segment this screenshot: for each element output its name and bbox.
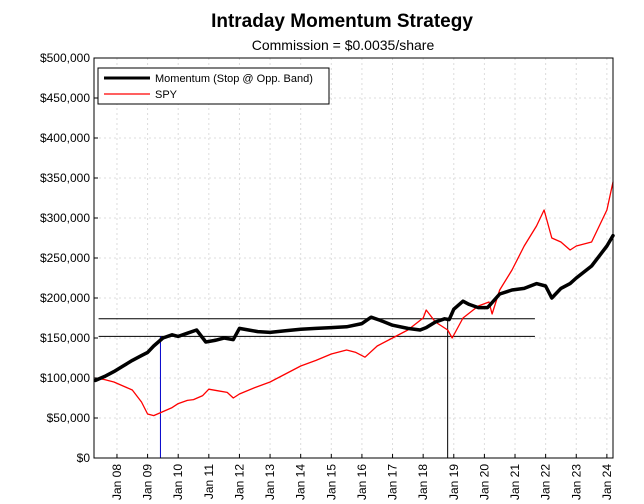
x-tick-label: Jan 22: [539, 464, 553, 500]
legend-label-momentum: Momentum (Stop @ Opp. Band): [155, 73, 313, 85]
legend-box: [97, 67, 330, 105]
x-tick-label: Jan 18: [416, 464, 430, 500]
x-tick-label: Jan 10: [171, 464, 185, 500]
y-tick-label: $250,000: [40, 251, 90, 265]
y-axis-ticks: $0 $50,000 $100,000 $150,000 $200,000 $250,00…: [40, 51, 98, 465]
series-line-spy: [94, 181, 614, 417]
x-tick-label: Jan 09: [141, 464, 155, 500]
y-tick-label: $150,000: [40, 331, 90, 345]
y-tick-label: $0: [77, 451, 91, 465]
x-tick-label: Jan 21: [508, 464, 522, 500]
x-tick-label: Jan 17: [386, 464, 400, 500]
x-tick-label: Jan 19: [447, 464, 461, 500]
y-tick-label: $450,000: [40, 91, 90, 105]
y-tick-label: $100,000: [40, 371, 90, 385]
y-tick-label: $350,000: [40, 171, 90, 185]
y-tick-label: $50,000: [47, 411, 91, 425]
y-tick-label: $200,000: [40, 291, 90, 305]
chart-title: Intraday Momentum Strategy: [211, 11, 473, 32]
x-tick-label: Jan 15: [324, 464, 338, 500]
legend: Momentum (Stop @ Opp. Band) SPY: [97, 67, 330, 105]
x-tick-label: Jan 16: [355, 464, 369, 500]
x-tick-label: Jan 14: [294, 464, 308, 500]
y-tick-label: $300,000: [40, 211, 90, 225]
x-tick-label: Jan 13: [263, 464, 277, 500]
x-tick-label: Jan 20: [477, 464, 491, 500]
legend-label-spy: SPY: [155, 89, 178, 101]
x-tick-label: Jan 24: [600, 464, 614, 500]
y-tick-label: $400,000: [40, 131, 90, 145]
y-tick-label: $500,000: [40, 51, 90, 65]
x-axis-ticks: Jan 08 Jan 09 Jan 10 Jan 11 Jan 12 Jan 13 Jan …: [110, 454, 614, 500]
series-line-momentum: [93, 233, 615, 383]
x-tick-label: Jan 23: [569, 464, 583, 500]
reference-lines: [98, 318, 535, 458]
gridlines: [94, 57, 613, 459]
chart-subtitle: Commission = $0.0035/share: [252, 37, 435, 53]
x-tick-label: Jan 08: [110, 464, 124, 500]
x-tick-label: Jan 11: [202, 464, 216, 499]
series-lines: [93, 181, 615, 417]
x-tick-label: Jan 12: [232, 464, 246, 500]
